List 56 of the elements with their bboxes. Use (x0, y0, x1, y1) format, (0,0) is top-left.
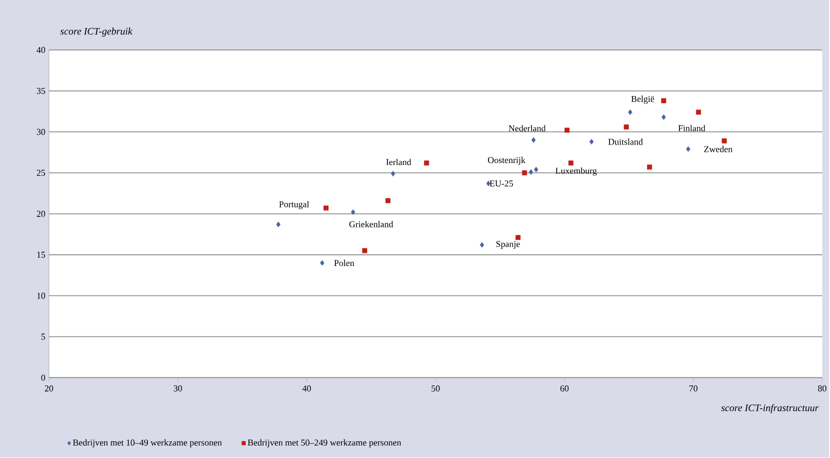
point (320, 260, 324, 266)
x-tick-label: 50 (432, 386, 440, 392)
y-tick-label: 0 (41, 374, 46, 381)
annotation: Griekenland (349, 221, 394, 228)
point (662, 114, 666, 120)
x-tick-label: 70 (689, 386, 698, 392)
point (385, 198, 390, 204)
point (589, 139, 594, 145)
y-tick-label: 10 (37, 292, 46, 299)
annotation: Spanje (496, 241, 520, 250)
point (276, 222, 280, 228)
x-tick-label: 30 (174, 386, 182, 392)
point (568, 160, 574, 166)
point (390, 171, 396, 177)
point (534, 166, 538, 173)
annotation: Finland (678, 125, 706, 132)
annotation: Nederland (508, 125, 546, 132)
annotation: België (631, 96, 654, 104)
point (564, 128, 570, 133)
y-tick-label: 40 (36, 47, 46, 54)
point (624, 124, 629, 130)
point (516, 235, 521, 240)
annotation: Portugal (279, 201, 310, 210)
point (531, 137, 536, 144)
point (424, 160, 430, 166)
point (696, 110, 701, 115)
annotation: Luxemburg (556, 168, 597, 176)
y-tick-label: 20 (36, 210, 46, 218)
point (522, 170, 527, 176)
y-tick-label: 5 (41, 334, 46, 340)
annotation: EU-25 (490, 180, 514, 187)
annotation: Ierland (386, 159, 412, 166)
point (350, 210, 356, 216)
annotation: Zweden (704, 146, 732, 152)
x-tick-label: 80 (818, 386, 826, 392)
annotation: Polen (334, 260, 354, 266)
legend-label: Bedrijven met 50–249 werkzame personen (248, 440, 402, 448)
annotation: Duitsland (608, 138, 643, 146)
point (362, 248, 368, 254)
point (722, 138, 727, 144)
annotation: Oostenrijk (488, 156, 526, 166)
point (324, 206, 329, 211)
x-tick-label: 60 (560, 386, 569, 392)
point (661, 98, 666, 104)
point (647, 164, 652, 170)
y-axis-title: score ICT-gebruik (60, 28, 133, 37)
point (528, 169, 534, 176)
y-tick-label: 35 (36, 88, 46, 94)
y-tick-label: 25 (36, 170, 46, 176)
x-axis-title: score ICT-infrastructuur (721, 404, 819, 414)
y-tick-label: 30 (36, 129, 46, 136)
point (480, 242, 484, 248)
point (628, 110, 632, 116)
x-tick-label: 40 (302, 386, 311, 392)
legend-label: Bedrijven met 10–49 werkzame personen (72, 440, 222, 448)
y-tick-label: 15 (37, 252, 46, 258)
